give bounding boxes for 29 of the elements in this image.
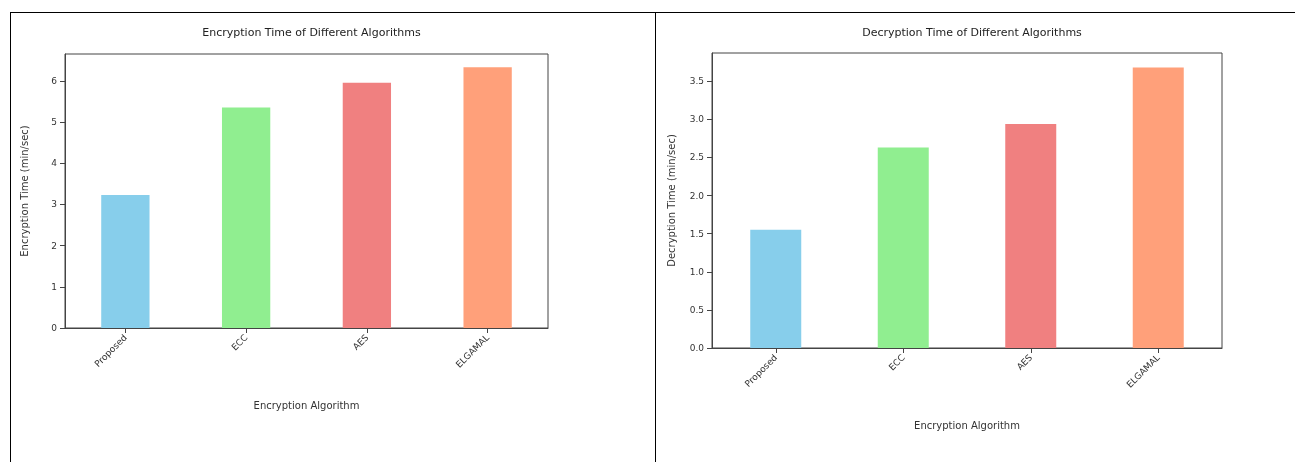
chart-title: Decryption Time of Different Algorithms [862,26,1083,39]
y-axis-title: Encryption Time (min/sec) [18,125,30,257]
bar [877,147,929,348]
y-tick-label: 1.0 [689,266,705,277]
x-axis-title: Encryption Algorithm [914,419,1020,431]
y-tick-label: 1 [51,281,57,292]
y-tick-label: 6 [51,75,58,86]
y-tick-label: 0.0 [689,343,705,353]
y-tick-label: 0.5 [689,304,704,315]
bar [221,107,271,328]
bar [342,82,392,328]
y-tick-label: 1.5 [689,228,704,239]
chart-title: Encryption Time of Different Algorithms [202,26,421,39]
y-tick-label: 3.0 [689,114,705,125]
bar [101,194,150,328]
bar [750,229,802,348]
y-tick-label: 0 [51,323,58,333]
y-tick-label: 2 [51,240,57,251]
y-tick-label: 2.0 [689,190,705,201]
y-tick-label: 4 [51,158,58,169]
y-tick-label: 2.5 [689,152,704,163]
bar [1132,67,1184,348]
bar [463,67,512,328]
x-axis-title: Encryption Algorithm [253,399,360,411]
y-tick-label: 3.5 [689,76,704,87]
y-axis-title: Decryption Time (min/sec) [665,134,677,267]
bar [1005,123,1057,348]
y-tick-label: 5 [51,116,57,127]
y-tick-label: 3 [51,199,57,210]
